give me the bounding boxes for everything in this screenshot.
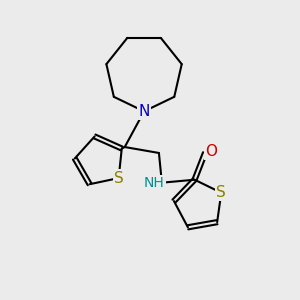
- Text: O: O: [205, 144, 217, 159]
- Text: S: S: [114, 171, 124, 186]
- Text: NH: NH: [144, 176, 165, 190]
- Text: S: S: [216, 185, 226, 200]
- Text: N: N: [138, 104, 150, 119]
